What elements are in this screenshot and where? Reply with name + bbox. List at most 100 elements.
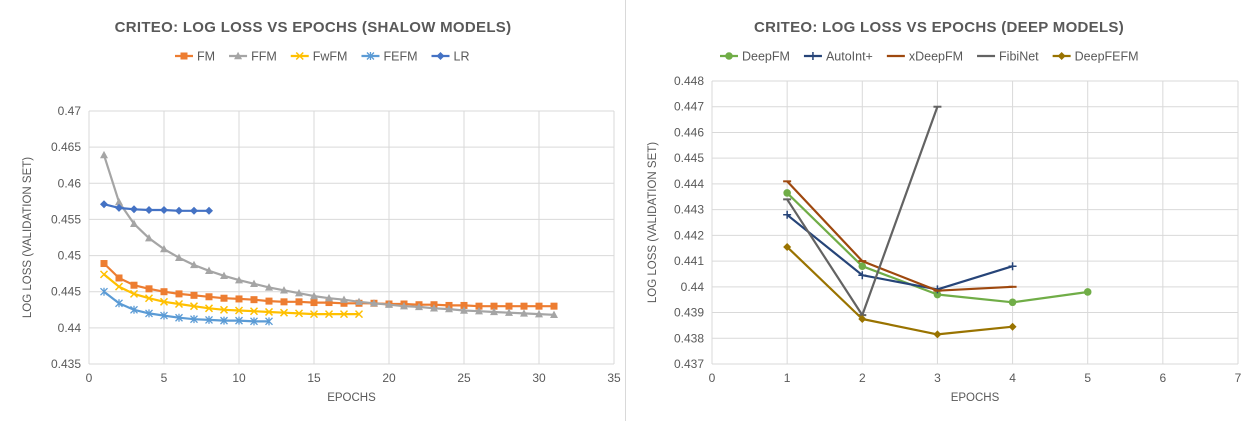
series-line <box>786 180 1013 292</box>
x-tick-label: 0 <box>709 371 716 385</box>
legend-label: DeepFM <box>742 50 790 64</box>
legend: FM FFM FwFM FEFM LR <box>175 50 469 64</box>
data-point <box>220 316 228 325</box>
data-point <box>310 291 318 300</box>
series-lr <box>100 200 213 215</box>
data-point <box>460 301 468 309</box>
chart-deep-models: CRITEO: LOG LOSS VS EPOCHS (DEEP MODELS)… <box>647 19 1242 404</box>
y-axis-title: LOG LOSS (VALIDATION SET) <box>647 142 659 303</box>
series-line <box>786 213 1013 291</box>
x-tick-label: 0 <box>86 371 93 385</box>
data-point <box>783 189 791 197</box>
data-point <box>115 299 123 308</box>
data-point <box>295 298 303 306</box>
data-point <box>190 260 198 269</box>
x-tick-label: 1 <box>784 371 791 385</box>
y-tick-label: 0.448 <box>674 74 704 88</box>
data-point <box>445 304 453 313</box>
data-point <box>145 206 153 215</box>
data-point <box>175 290 183 298</box>
data-point <box>145 285 153 293</box>
data-point <box>205 206 213 215</box>
x-tick-label: 7 <box>1235 371 1242 385</box>
data-point <box>160 206 168 215</box>
legend-label: FwFM <box>313 50 348 64</box>
chart-title: CRITEO: LOG LOSS VS EPOCHS (DEEP MODELS) <box>754 19 1124 36</box>
gridlines <box>88 110 615 365</box>
data-point <box>174 299 184 309</box>
data-point <box>99 270 109 279</box>
data-point <box>325 294 333 302</box>
y-tick-label: 0.45 <box>58 249 82 263</box>
data-point <box>858 262 867 271</box>
y-tick-label: 0.435 <box>51 357 81 371</box>
x-axis-title: EPOCHS <box>951 392 1000 404</box>
legend-item: FM <box>175 50 215 64</box>
data-point <box>858 314 867 323</box>
data-point <box>175 313 183 322</box>
x-tick-label: 5 <box>1084 371 1091 385</box>
data-point <box>550 310 558 319</box>
data-point <box>279 308 289 317</box>
data-point <box>325 299 333 307</box>
chart-title: CRITEO: LOG LOSS VS EPOCHS (SHALOW MODEL… <box>115 19 512 36</box>
chart-panel-deep: CRITEO: LOG LOSS VS EPOCHS (DEEP MODELS)… <box>628 0 1251 421</box>
data-point <box>175 206 183 215</box>
legend-item: FibiNet <box>977 50 1039 64</box>
y-axis-title: LOG LOSS (VALIDATION SET) <box>22 157 34 318</box>
data-point <box>205 266 213 274</box>
legend-item: xDeepFM <box>886 50 963 64</box>
legend-marker <box>180 52 188 60</box>
data-point <box>339 310 349 319</box>
y-tick-label: 0.445 <box>51 285 81 299</box>
data-point <box>100 150 108 159</box>
data-point <box>520 302 528 310</box>
series-ffm <box>100 150 558 319</box>
data-point <box>115 203 123 212</box>
data-point <box>460 306 468 314</box>
data-point <box>145 309 153 318</box>
data-point <box>190 291 198 299</box>
x-tick-label: 6 <box>1160 371 1167 385</box>
y-tick-label: 0.447 <box>674 100 704 114</box>
chart-shallow-models: CRITEO: LOG LOSS VS EPOCHS (SHALOW MODEL… <box>22 19 621 404</box>
data-point <box>114 282 124 291</box>
data-point <box>783 210 792 219</box>
legend-item: FEFM <box>361 50 418 64</box>
data-point <box>400 301 408 310</box>
data-point <box>130 281 138 289</box>
legend-item: LR <box>431 50 469 64</box>
data-point <box>1083 288 1092 296</box>
data-point <box>340 299 348 307</box>
data-point <box>385 300 393 308</box>
series-deepfefm <box>783 242 1017 339</box>
data-point <box>264 307 274 316</box>
series-deepfm <box>783 189 1092 307</box>
y-axis-ticks: 0.437 0.438 0.439 0.44 0.441 0.442 0.443 0.444 0… <box>674 74 704 371</box>
data-point <box>309 310 319 319</box>
data-point <box>204 304 214 313</box>
x-axis-title: EPOCHS <box>327 392 376 404</box>
data-point <box>220 271 228 280</box>
data-point <box>129 289 139 298</box>
data-point <box>205 315 213 324</box>
data-point <box>115 274 123 282</box>
chart-panel-shallow: CRITEO: LOG LOSS VS EPOCHS (SHALOW MODEL… <box>0 0 626 421</box>
data-point <box>783 242 792 251</box>
data-point <box>1008 298 1017 307</box>
data-point <box>933 290 942 299</box>
data-point <box>475 307 483 315</box>
x-tick-label: 25 <box>457 371 471 385</box>
legend-item: FwFM <box>290 50 348 64</box>
data-point <box>535 302 543 310</box>
data-point <box>265 297 273 305</box>
legend-item: DeepFM <box>720 50 790 64</box>
y-tick-label: 0.47 <box>58 104 82 118</box>
y-tick-label: 0.444 <box>674 177 704 191</box>
data-point <box>205 293 213 301</box>
data-point <box>100 260 108 268</box>
data-point <box>234 306 244 315</box>
data-point <box>475 302 483 310</box>
y-tick-label: 0.46 <box>58 176 82 190</box>
